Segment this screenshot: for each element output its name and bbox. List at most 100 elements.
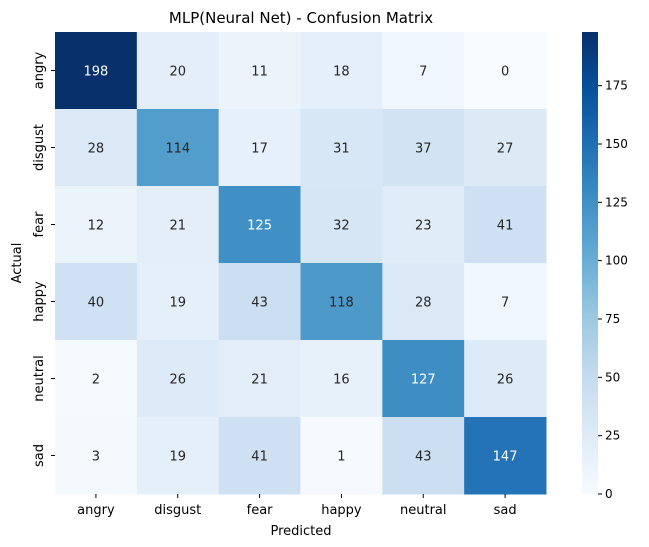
heatmap-cell <box>300 263 383 341</box>
colorbar-tick-label: 75 <box>605 312 620 326</box>
heatmap-cell <box>136 186 220 264</box>
x-axis-label: Predicted <box>270 524 331 539</box>
heatmap-cell <box>55 32 138 110</box>
heatmap-cell <box>382 109 465 187</box>
heatmap-cell <box>218 186 301 264</box>
heatmap-cell <box>464 417 547 495</box>
chart-title: MLP(Neural Net) - Confusion Matrix <box>169 9 433 27</box>
heatmap-cell <box>218 263 301 341</box>
x-tick-label: fear <box>247 503 274 518</box>
heatmap-cell <box>300 109 383 187</box>
heatmap-cell <box>300 340 383 418</box>
heatmap-cell <box>382 340 465 418</box>
heatmap-cell <box>464 263 547 341</box>
x-tick-label: sad <box>494 503 517 518</box>
y-tick-label: sad <box>32 444 47 467</box>
heatmap-cell <box>55 340 138 418</box>
cell-value-label: 127 <box>411 373 436 388</box>
cell-value-label: 11 <box>251 65 268 80</box>
cell-value-label: 31 <box>333 142 350 157</box>
colorbar-tick-label: 0 <box>605 487 613 501</box>
cell-value-label: 32 <box>333 219 350 234</box>
heatmap-cell <box>464 186 547 264</box>
cell-value-label: 147 <box>493 450 518 465</box>
heatmap-cell <box>218 340 301 418</box>
cell-value-label: 21 <box>251 373 268 388</box>
colorbar-tick-label: 175 <box>605 79 628 93</box>
cell-value-label: 0 <box>501 65 509 80</box>
heatmap-cell <box>382 417 465 495</box>
colorbar <box>582 32 598 494</box>
cell-value-label: 7 <box>419 65 427 80</box>
y-axis-label: Actual <box>10 243 25 284</box>
cell-value-label: 18 <box>333 65 350 80</box>
heatmap-cell <box>136 109 220 187</box>
y-axis-ticks: angry disgust fear happy neutral sad <box>32 51 55 467</box>
x-tick-label: disgust <box>154 503 201 518</box>
cell-value-label: 43 <box>415 450 432 465</box>
heatmap-cell <box>218 32 301 110</box>
cell-value-label: 114 <box>165 142 190 157</box>
heatmap-cell <box>218 417 301 495</box>
cell-value-label: 198 <box>84 65 109 80</box>
cell-value-label: 28 <box>88 142 105 157</box>
x-tick-label: neutral <box>400 503 447 518</box>
cell-value-label: 23 <box>415 219 432 234</box>
y-tick-label: disgust <box>32 124 47 171</box>
heatmap-cell <box>136 417 220 495</box>
heatmap-cell <box>55 186 138 264</box>
cell-value-label: 1 <box>337 450 345 465</box>
colorbar-tick-label: 25 <box>605 429 620 443</box>
x-tick-label: angry <box>77 503 115 518</box>
heatmap-cell <box>136 263 220 341</box>
cell-value-label: 125 <box>247 219 272 234</box>
cell-value-label: 41 <box>497 219 514 234</box>
cell-value-label: 16 <box>333 373 350 388</box>
x-tick-label: happy <box>321 503 362 518</box>
heatmap-cell <box>382 263 465 341</box>
colorbar-tick-label: 100 <box>605 254 628 268</box>
cell-value-label: 43 <box>251 296 268 311</box>
heatmap-cell <box>300 186 383 264</box>
cell-value-label: 118 <box>329 296 354 311</box>
cell-value-label: 28 <box>415 296 432 311</box>
cell-value-label: 20 <box>169 65 186 80</box>
cell-value-label: 2 <box>92 373 100 388</box>
heatmap-cell <box>464 109 547 187</box>
cell-value-label: 26 <box>497 373 514 388</box>
cell-value-label: 19 <box>169 296 186 311</box>
colorbar-tick-label: 125 <box>605 195 628 209</box>
heatmap-cell <box>55 109 138 187</box>
cell-value-label: 3 <box>92 450 100 465</box>
heatmap-cell <box>464 32 547 110</box>
heatmap-cell <box>55 263 138 341</box>
x-axis-ticks: angry disgust fear happy neutral sad <box>77 494 517 518</box>
cell-value-label: 37 <box>415 142 432 157</box>
cell-value-label: 27 <box>497 142 514 157</box>
colorbar-ticks: 0 25 50 75 100 125 150 175 <box>598 79 628 501</box>
cell-value-label: 21 <box>169 219 186 234</box>
cell-value-label: 17 <box>251 142 268 157</box>
y-tick-label: neutral <box>32 355 47 402</box>
heatmap-cell <box>464 340 547 418</box>
heatmap-cell <box>382 32 465 110</box>
cell-value-label: 40 <box>88 296 105 311</box>
heatmap-cell <box>218 109 301 187</box>
y-tick-label: fear <box>32 211 47 238</box>
heatmap-cell <box>136 32 220 110</box>
heatmap-cell <box>136 340 220 418</box>
heatmap-cell <box>300 417 383 495</box>
cell-value-label: 26 <box>169 373 186 388</box>
y-tick-label: angry <box>32 51 47 89</box>
cell-value-label: 41 <box>251 450 268 465</box>
heatmap-cell <box>55 417 138 495</box>
cell-value-label: 7 <box>501 296 509 311</box>
heatmap-cell <box>300 32 383 110</box>
heatmap-cell <box>382 186 465 264</box>
cell-value-label: 19 <box>169 450 186 465</box>
cell-value-label: 12 <box>88 219 105 234</box>
y-tick-label: happy <box>32 281 47 322</box>
heatmap-cells <box>55 32 547 495</box>
